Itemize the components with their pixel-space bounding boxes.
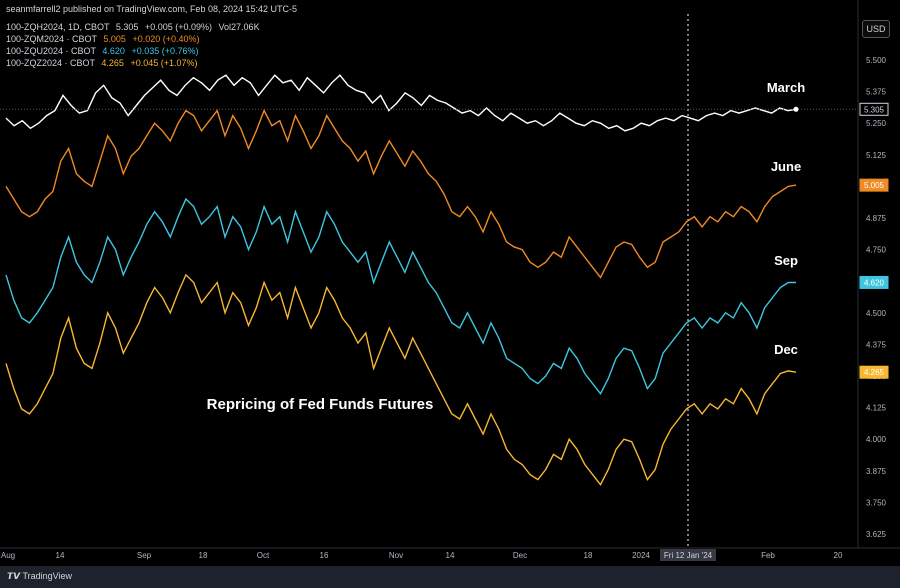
series-line-dec bbox=[5, 273, 797, 486]
price-tag-june bbox=[859, 178, 889, 192]
price-tag-label: 4.265 bbox=[864, 368, 885, 377]
y-tick-label: 5.375 bbox=[866, 88, 887, 97]
symbol-value: 4.620 bbox=[102, 46, 125, 56]
last-point-marker bbox=[793, 106, 799, 112]
currency-button[interactable]: USD bbox=[862, 20, 890, 38]
symbol-row-june[interactable]: 100-ZQM2024 · CBOT 5.005 +0.020 (+0.40%) bbox=[6, 34, 200, 44]
symbol-change: +0.020 (+0.40%) bbox=[132, 34, 200, 44]
symbol-label: 100-ZQM2024 · CBOT bbox=[6, 34, 97, 44]
price-tag-label: 4.620 bbox=[864, 278, 885, 287]
x-tick-label: Feb bbox=[761, 551, 775, 560]
x-tick-label: 14 bbox=[446, 551, 455, 560]
series-name-label: March bbox=[767, 80, 805, 95]
symbol-label: 100-ZQZ2024 · CBOT bbox=[6, 58, 95, 68]
series-line-march bbox=[5, 74, 797, 132]
y-tick-label: 4.125 bbox=[866, 404, 887, 413]
series-name-label: June bbox=[771, 159, 801, 174]
x-tick-label: Oct bbox=[257, 551, 270, 560]
symbol-value: 5.005 bbox=[103, 34, 126, 44]
symbol-change: +0.045 (+1.07%) bbox=[130, 58, 198, 68]
series-name-label: Dec bbox=[774, 342, 798, 357]
crosshair-date-label: Fri 12 Jan '24 bbox=[664, 551, 713, 560]
price-tag-label: 5.005 bbox=[864, 181, 885, 190]
y-tick-label: 3.750 bbox=[866, 498, 887, 507]
y-tick-label: 4.375 bbox=[866, 340, 887, 349]
x-tick-label: Nov bbox=[389, 551, 403, 560]
y-tick-label: 5.250 bbox=[866, 119, 887, 128]
series-line-june bbox=[5, 108, 797, 279]
x-tick-label: 18 bbox=[199, 551, 208, 560]
x-tick-label: 20 bbox=[834, 551, 843, 560]
crosshair-date-box bbox=[660, 549, 716, 561]
price-tag-sep bbox=[859, 275, 889, 289]
symbol-value: 4.265 bbox=[101, 58, 124, 68]
publisher-line: seanmfarrell2 published on TradingView.c… bbox=[6, 4, 297, 14]
symbol-value: 5.305 bbox=[115, 22, 139, 32]
price-tag-label: 5.305 bbox=[864, 105, 885, 114]
symbol-label: 100-ZQU2024 · CBOT bbox=[6, 46, 96, 56]
y-tick-label: 4.500 bbox=[866, 309, 887, 318]
x-tick-label: 2024 bbox=[632, 551, 650, 560]
x-tick-label: 14 bbox=[56, 551, 65, 560]
x-tick-label: Dec bbox=[513, 551, 527, 560]
tradingview-icon: 𝙏𝙑 bbox=[7, 571, 21, 581]
y-tick-label: 5.500 bbox=[866, 56, 887, 65]
symbol-row-march[interactable]: 100-ZQH2024, 1D, CBOT 5.305 +0.005 (+0.0… bbox=[6, 22, 260, 32]
y-tick-label: 3.625 bbox=[866, 530, 887, 539]
series-name-label: Sep bbox=[774, 253, 798, 268]
price-tag-dec bbox=[859, 365, 889, 379]
tradingview-logo-text: TradingView bbox=[22, 571, 72, 581]
y-tick-label: 3.875 bbox=[866, 467, 887, 476]
y-tick-label: 4.875 bbox=[866, 214, 887, 223]
symbol-label: 100-ZQH2024, 1D, CBOT bbox=[6, 22, 110, 32]
x-tick-label: Aug bbox=[1, 551, 15, 560]
price-tag-march bbox=[859, 102, 889, 116]
publisher-text: seanmfarrell2 published on TradingView.c… bbox=[6, 4, 298, 14]
x-tick-label: 16 bbox=[320, 551, 329, 560]
footer-bar bbox=[0, 566, 900, 588]
series-line-sep bbox=[5, 197, 796, 395]
symbol-change: +0.035 (+0.76%) bbox=[131, 46, 199, 56]
symbol-volume: Vol27.06K bbox=[218, 22, 260, 32]
symbol-row-sep[interactable]: 100-ZQU2024 · CBOT 4.620 +0.035 (+0.76%) bbox=[6, 46, 199, 56]
y-tick-label: 4.000 bbox=[866, 435, 887, 444]
symbol-change: +0.005 (+0.09%) bbox=[144, 22, 213, 32]
y-tick-label: 4.750 bbox=[866, 246, 887, 255]
annotation-text: Repricing of Fed Funds Futures bbox=[207, 396, 434, 413]
tradingview-logo[interactable]: 𝙏𝙑 TradingView bbox=[7, 571, 72, 582]
y-tick-label: 5.125 bbox=[866, 151, 887, 160]
symbol-row-dec[interactable]: 100-ZQZ2024 · CBOT 4.265 +0.045 (+1.07%) bbox=[6, 58, 198, 68]
x-tick-label: 18 bbox=[584, 551, 593, 560]
x-tick-label: Sep bbox=[137, 551, 152, 560]
